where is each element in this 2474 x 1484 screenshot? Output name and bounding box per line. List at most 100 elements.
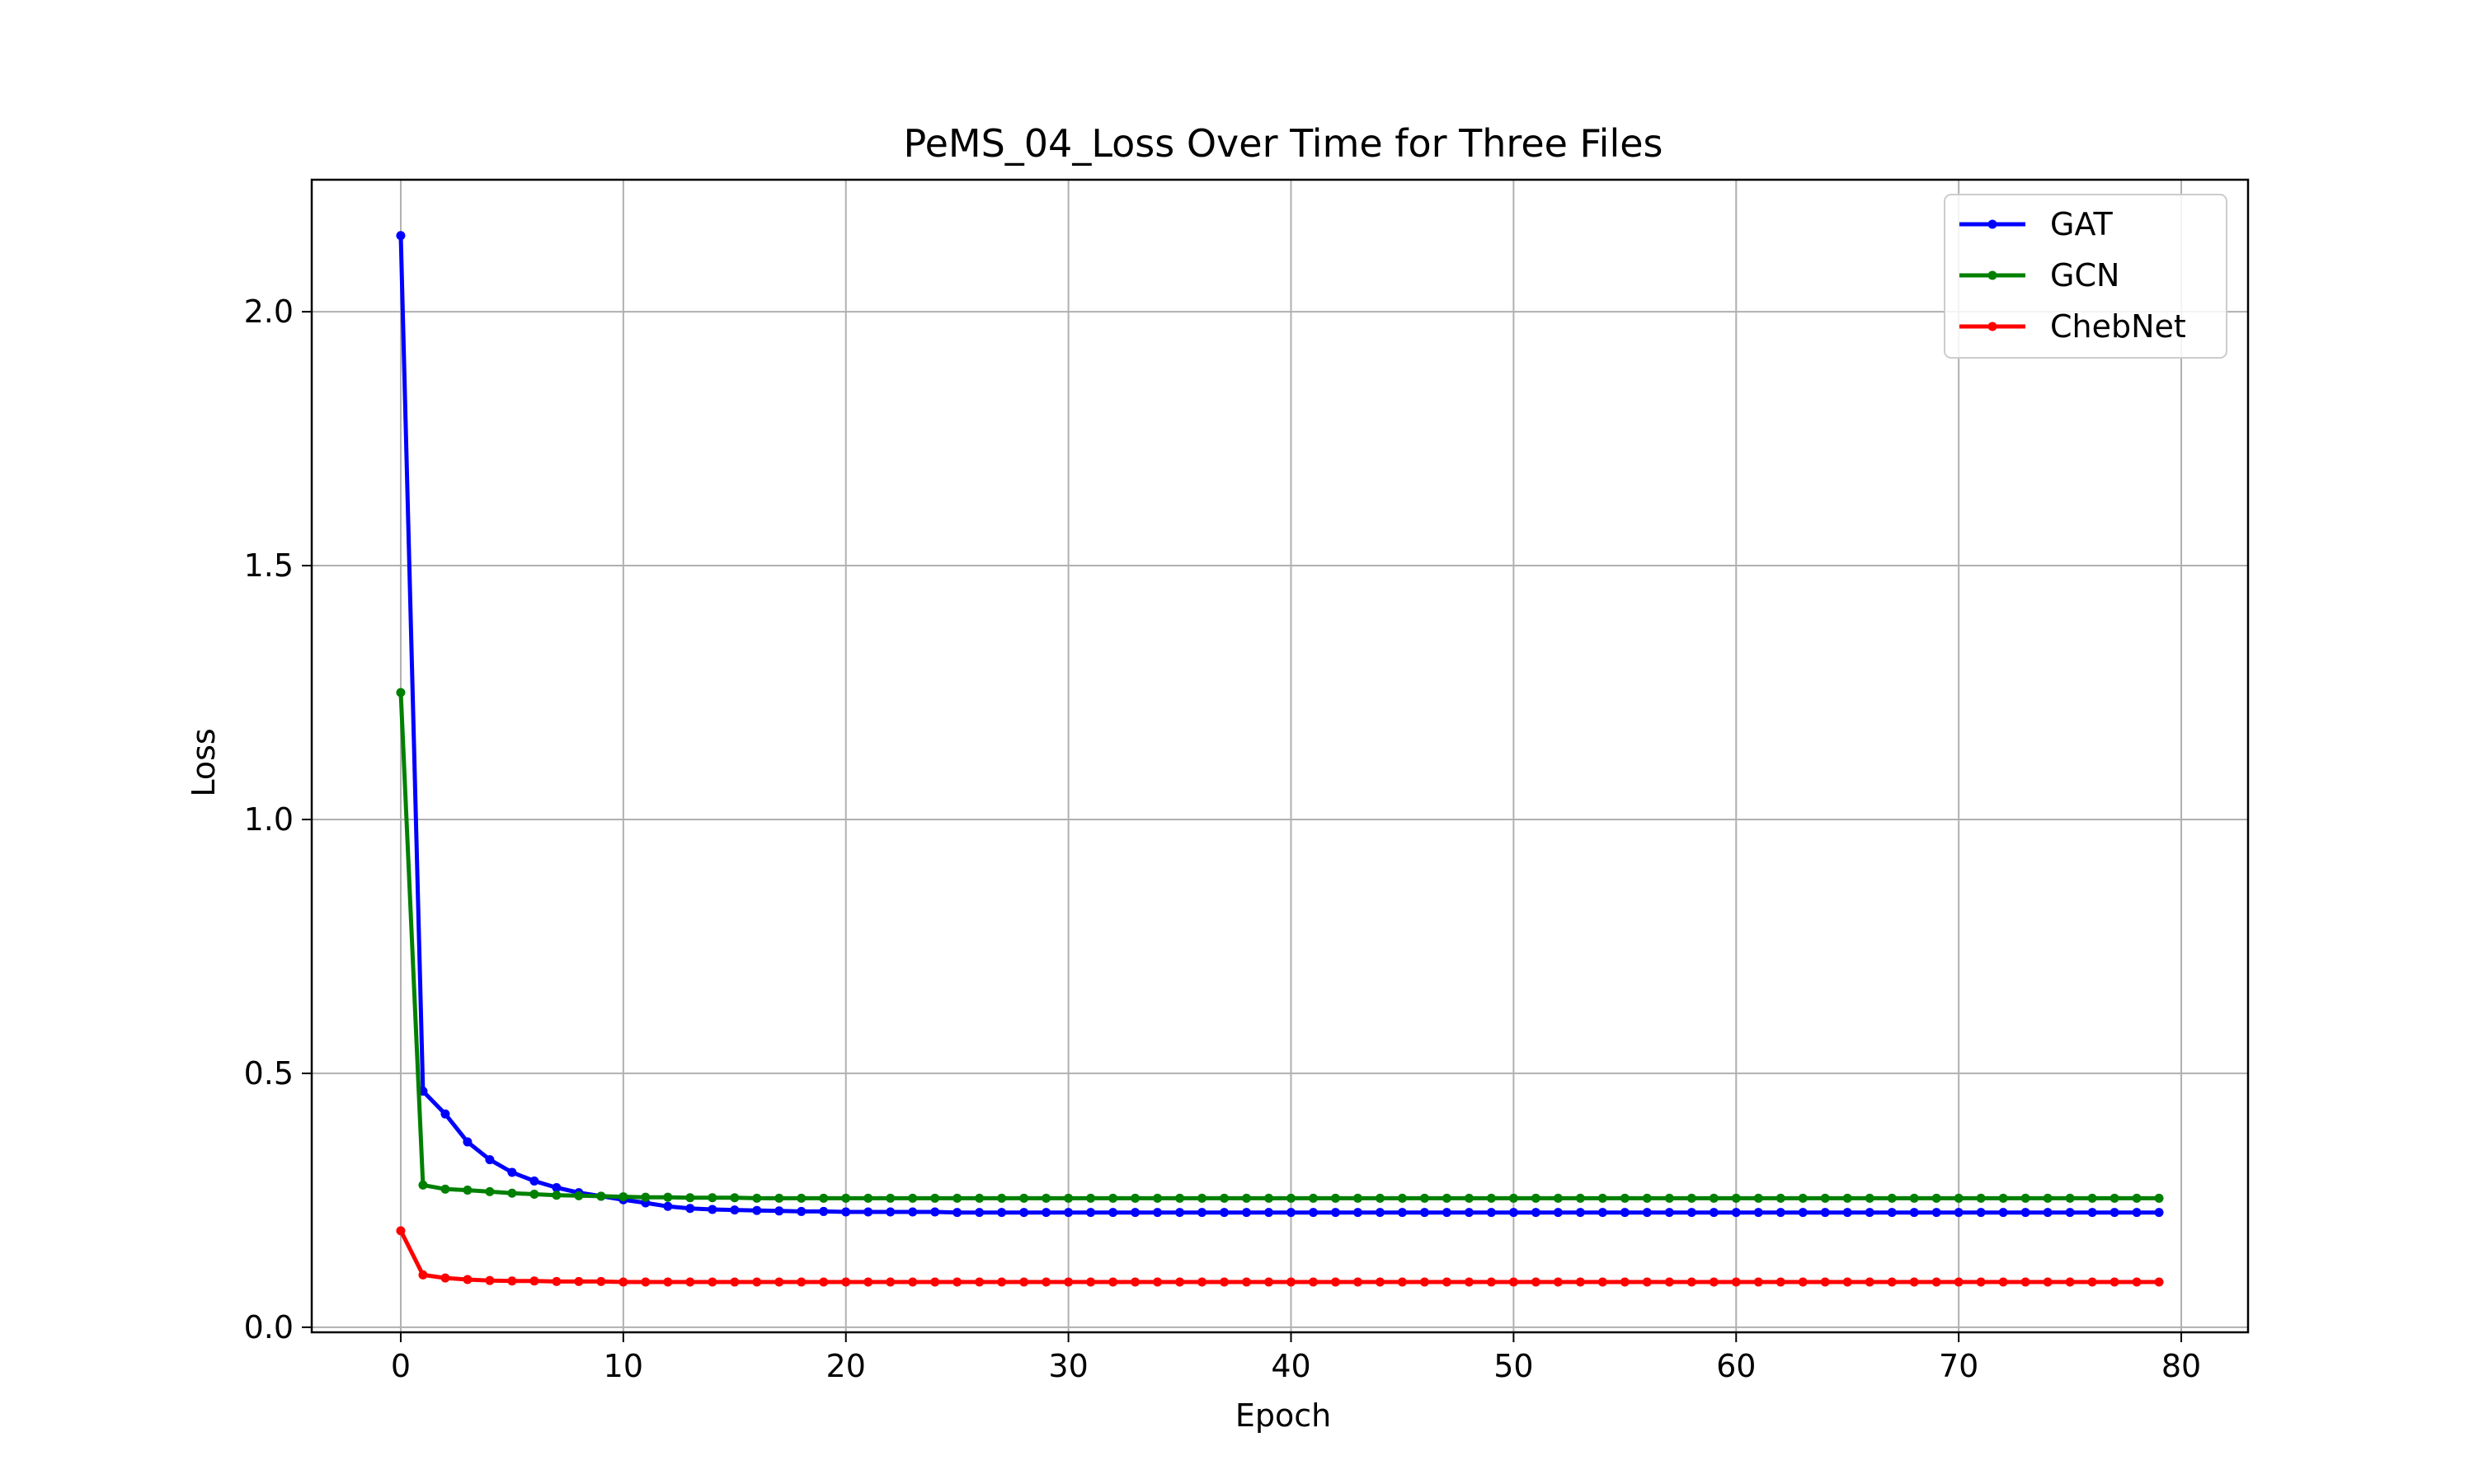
legend-item-gat: GAT — [1959, 206, 2113, 242]
data-point-gcn — [1242, 1193, 1252, 1203]
data-point-gcn — [997, 1193, 1007, 1203]
series-gat — [396, 231, 2164, 1218]
data-point-chebnet — [507, 1276, 517, 1286]
data-point-gat — [1865, 1208, 1874, 1218]
data-point-gcn — [1531, 1193, 1540, 1203]
data-point-gcn — [1019, 1193, 1029, 1203]
data-point-chebnet — [908, 1277, 918, 1287]
data-point-gat — [507, 1167, 517, 1177]
legend-marker-gcn — [1987, 270, 1997, 280]
data-point-chebnet — [1842, 1277, 1852, 1287]
data-point-gcn — [841, 1193, 851, 1203]
data-point-gcn — [1419, 1193, 1429, 1203]
data-point-gat — [1664, 1208, 1674, 1218]
data-point-chebnet — [552, 1276, 562, 1286]
data-point-gat — [1531, 1208, 1540, 1218]
data-point-chebnet — [1642, 1277, 1652, 1287]
data-point-gat — [1220, 1208, 1230, 1218]
data-point-chebnet — [1197, 1277, 1207, 1287]
data-point-gat — [1197, 1208, 1207, 1218]
data-point-chebnet — [1776, 1277, 1785, 1287]
data-point-gat — [1019, 1208, 1029, 1218]
data-point-gat — [1419, 1208, 1429, 1218]
data-point-chebnet — [1108, 1277, 1118, 1287]
legend-item-gcn: GCN — [1959, 257, 2119, 294]
data-point-gat — [1931, 1208, 1941, 1218]
data-point-gcn — [1642, 1193, 1652, 1203]
data-point-gat — [1909, 1208, 1919, 1218]
y-tick-label: 1.5 — [244, 547, 294, 584]
data-point-chebnet — [1064, 1277, 1074, 1287]
data-point-chebnet — [1286, 1277, 1296, 1287]
data-point-gcn — [1865, 1193, 1874, 1203]
data-point-gcn — [1620, 1193, 1630, 1203]
data-point-gcn — [1352, 1193, 1362, 1203]
data-point-chebnet — [797, 1277, 807, 1287]
data-point-gat — [1352, 1208, 1362, 1218]
data-point-chebnet — [1264, 1277, 1274, 1287]
data-point-gat — [2154, 1208, 2164, 1218]
data-point-gcn — [1820, 1193, 1830, 1203]
data-point-gcn — [440, 1184, 450, 1194]
data-point-gat — [2043, 1208, 2053, 1218]
data-point-gcn — [1553, 1193, 1563, 1203]
data-point-chebnet — [1686, 1277, 1696, 1287]
data-point-gcn — [618, 1192, 628, 1202]
data-point-gat — [1042, 1208, 1051, 1218]
data-point-chebnet — [1620, 1277, 1630, 1287]
data-point-gcn — [886, 1193, 896, 1203]
data-point-gcn — [1397, 1193, 1407, 1203]
data-point-gcn — [418, 1180, 428, 1190]
data-point-chebnet — [1486, 1277, 1496, 1287]
y-tick-label: 2.0 — [244, 294, 294, 330]
data-point-gcn — [1909, 1193, 1919, 1203]
data-point-chebnet — [1019, 1277, 1029, 1287]
legend-label-chebnet: ChebNet — [2050, 308, 2186, 345]
x-tick-label: 30 — [1048, 1348, 1088, 1384]
series-gcn — [396, 688, 2164, 1203]
data-point-gcn — [1575, 1193, 1585, 1203]
data-point-chebnet — [1865, 1277, 1874, 1287]
data-point-gat — [752, 1205, 762, 1215]
data-point-chebnet — [1664, 1277, 1674, 1287]
data-point-gcn — [2154, 1193, 2164, 1203]
data-point-chebnet — [841, 1277, 851, 1287]
data-point-gat — [908, 1207, 918, 1217]
data-point-gcn — [863, 1193, 873, 1203]
data-point-gat — [886, 1207, 896, 1217]
data-point-gat — [1508, 1208, 1518, 1218]
data-point-gcn — [1086, 1193, 1096, 1203]
data-point-gat — [1798, 1208, 1808, 1218]
data-point-chebnet — [685, 1277, 695, 1287]
data-point-gcn — [1887, 1193, 1897, 1203]
data-point-gcn — [2132, 1193, 2142, 1203]
data-point-gat — [1153, 1208, 1163, 1218]
data-point-chebnet — [1798, 1277, 1808, 1287]
data-point-gcn — [1153, 1193, 1163, 1203]
data-point-gcn — [685, 1193, 695, 1203]
data-point-gcn — [396, 688, 406, 697]
data-point-chebnet — [1909, 1277, 1919, 1287]
data-point-gat — [685, 1204, 695, 1214]
data-point-gcn — [1798, 1193, 1808, 1203]
x-tick-label: 50 — [1493, 1348, 1533, 1384]
data-point-gat — [1753, 1208, 1763, 1218]
data-point-gat — [1709, 1208, 1719, 1218]
data-point-chebnet — [1419, 1277, 1429, 1287]
data-point-chebnet — [1954, 1277, 1964, 1287]
data-point-chebnet — [886, 1277, 896, 1287]
legend-item-chebnet: ChebNet — [1959, 308, 2186, 345]
x-tick-label: 80 — [2161, 1348, 2201, 1384]
data-point-gat — [1686, 1208, 1696, 1218]
data-point-gat — [2020, 1208, 2030, 1218]
legend-box — [1944, 194, 2227, 359]
data-point-chebnet — [2065, 1277, 2075, 1287]
grid — [312, 180, 2248, 1332]
data-point-chebnet — [2132, 1277, 2142, 1287]
data-point-chebnet — [641, 1277, 651, 1287]
data-point-gcn — [1042, 1193, 1051, 1203]
data-point-gcn — [1776, 1193, 1785, 1203]
y-tick-label: 1.0 — [244, 801, 294, 838]
data-point-gat — [1286, 1208, 1296, 1218]
data-point-gcn — [1442, 1193, 1451, 1203]
